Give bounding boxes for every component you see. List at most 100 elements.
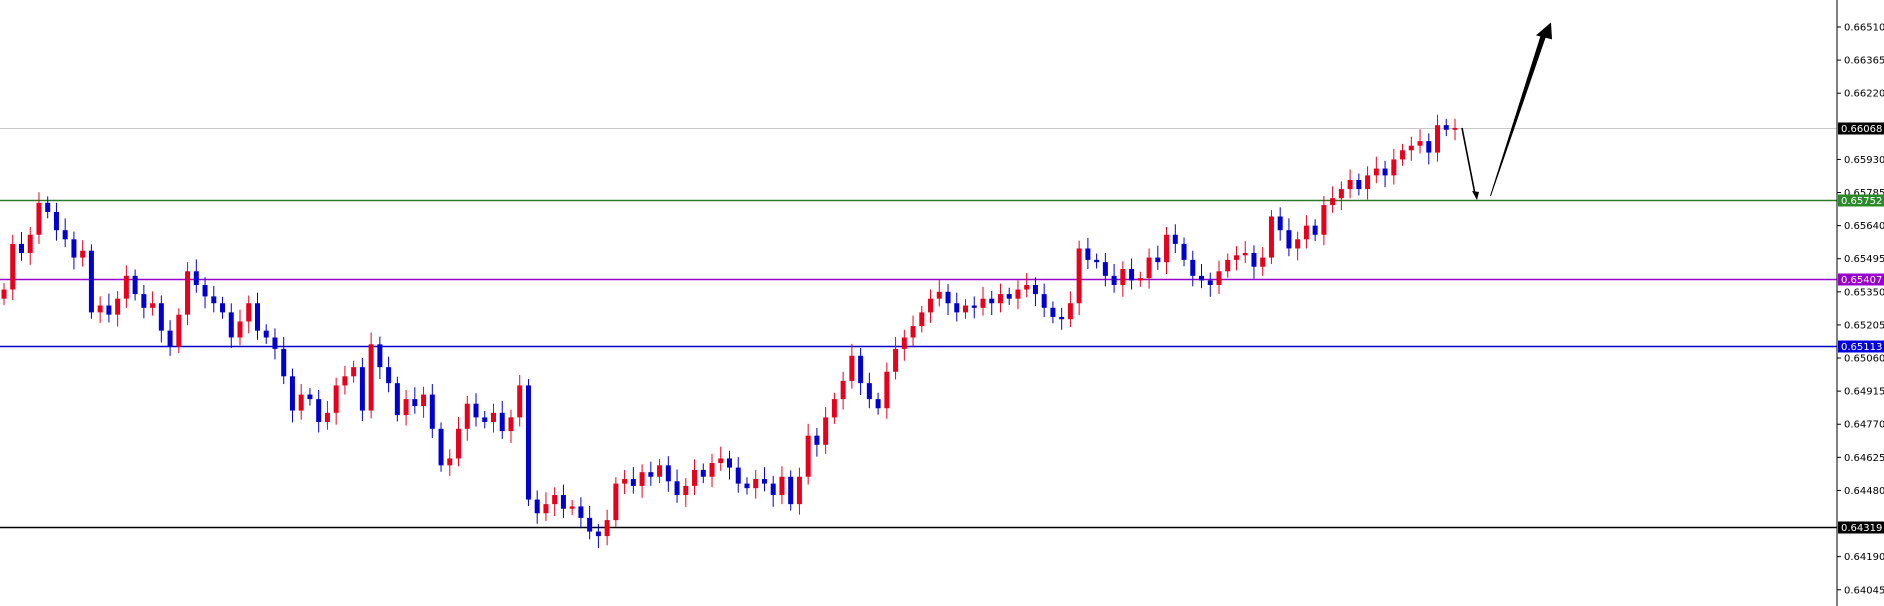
candle-body (456, 428, 462, 459)
down-arrow-shaft (1461, 127, 1476, 195)
candle (1225, 253, 1231, 278)
candle (1146, 248, 1152, 289)
candle-body (884, 371, 890, 409)
candle (1391, 148, 1397, 185)
candle (447, 449, 453, 476)
candle-body (525, 385, 531, 500)
candle-body (1146, 257, 1152, 279)
candle (167, 320, 173, 356)
candle-body (1024, 284, 1030, 290)
candle-body (1085, 248, 1091, 260)
candle (753, 469, 759, 499)
candle-body (552, 495, 558, 505)
candle-body (412, 399, 418, 406)
candle-body (289, 376, 295, 411)
candle (814, 427, 820, 457)
candle-body (1373, 168, 1379, 176)
candle (657, 458, 663, 484)
price-tags: 0.66068 0.65752 0.65407 0.65113 0.64319 (1838, 122, 1884, 534)
price-tag (1838, 340, 1884, 353)
candle (1242, 241, 1248, 264)
candle (1356, 173, 1362, 196)
candle (622, 469, 628, 495)
candle (578, 497, 584, 529)
candle (499, 400, 505, 439)
price-tag (1838, 521, 1884, 534)
candle-body (62, 230, 68, 240)
candle (508, 409, 514, 443)
y-tick-label: 0.65205 (1844, 320, 1884, 331)
candle (1286, 218, 1292, 257)
y-tick-label: 0.65930 (1844, 155, 1884, 166)
y-tick-label: 0.65060 (1844, 354, 1884, 365)
candle-body (928, 298, 934, 313)
candle-body (1295, 239, 1301, 249)
candle (560, 484, 566, 518)
candle-body (1006, 294, 1012, 299)
candle-body (657, 465, 663, 477)
candle-body (796, 476, 802, 505)
candle-body (1391, 159, 1397, 176)
candle (543, 492, 549, 522)
candle-body (482, 417, 488, 422)
candle (884, 362, 890, 419)
candle-body (840, 380, 846, 400)
candle (123, 265, 129, 308)
price-tag-label: 0.66068 (1841, 124, 1882, 135)
candle-body (648, 472, 654, 477)
candle-body (1242, 253, 1248, 256)
candle-body (1120, 268, 1126, 285)
price-tag-label: 0.65752 (1841, 196, 1882, 207)
candle-body (858, 355, 864, 384)
candle-body (735, 467, 741, 484)
candle (228, 303, 234, 348)
candle-body (639, 472, 645, 486)
candle (1452, 118, 1458, 141)
candle (963, 299, 969, 319)
candle (289, 368, 295, 423)
candle (1076, 240, 1082, 316)
candle (1426, 133, 1432, 165)
y-tick-label: 0.66220 (1844, 89, 1884, 100)
candle (665, 456, 671, 492)
candle (1303, 215, 1309, 249)
candle (176, 308, 182, 354)
candle-body (971, 305, 977, 308)
candle-body (779, 476, 785, 496)
y-tick-label: 0.65785 (1844, 188, 1884, 199)
candle-body (980, 298, 986, 308)
candle-body (1400, 150, 1406, 160)
candle-body (945, 291, 951, 304)
candle (97, 296, 103, 323)
candle-body (604, 520, 610, 537)
candle (237, 309, 243, 346)
candle-body (324, 412, 330, 422)
candle (1338, 181, 1344, 211)
candle-body (80, 250, 86, 258)
candle-body (71, 239, 77, 258)
candle (403, 389, 409, 426)
up-arrow-head (1536, 22, 1552, 40)
candle (1172, 224, 1178, 254)
price-axis[interactable]: 0.66510 0.66365 0.66220 0.65930 0.65785 0.656… (1837, 23, 1884, 597)
candle-body (211, 296, 217, 304)
candle (71, 231, 77, 270)
candle (202, 277, 208, 309)
candle-body (333, 385, 339, 413)
candle (517, 374, 523, 427)
candle-body (176, 314, 182, 347)
horizontal-levels (0, 128, 1837, 529)
candle (1050, 301, 1056, 324)
candle-body (150, 303, 156, 308)
candle (875, 392, 881, 415)
candle-body (377, 344, 383, 368)
candle-body (936, 291, 942, 299)
candle-body (692, 469, 698, 486)
candle-body (447, 458, 453, 466)
candle (971, 296, 977, 319)
candle-body (901, 337, 907, 349)
candle (1277, 207, 1283, 241)
candle-body (1, 289, 7, 299)
candle-body (849, 355, 855, 381)
